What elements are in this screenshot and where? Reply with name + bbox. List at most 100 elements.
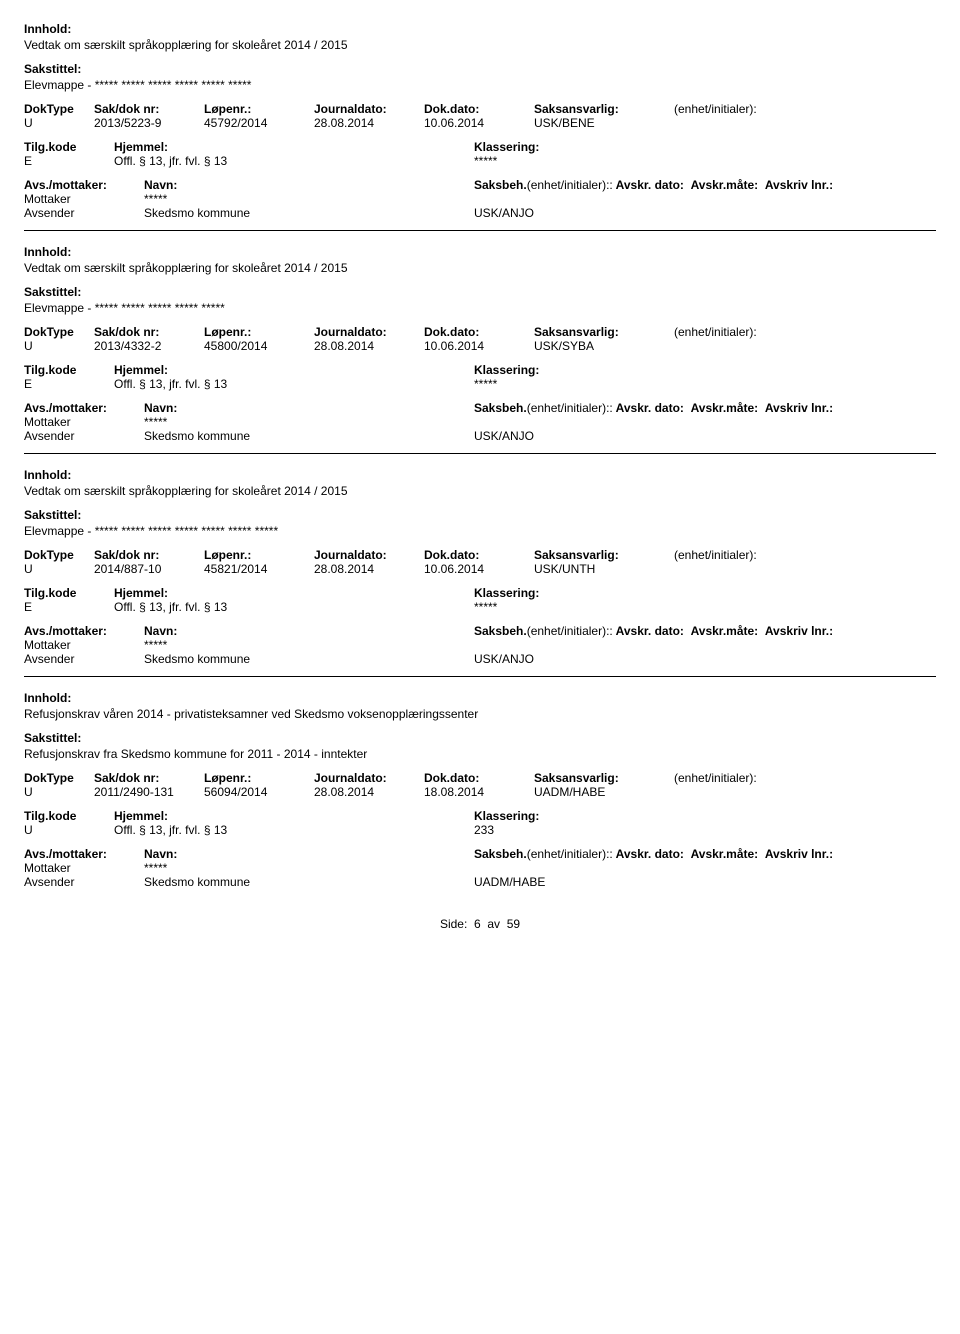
- journal-record: Innhold: Refusjonskrav våren 2014 - priv…: [24, 691, 936, 889]
- klassering-value: 233: [474, 823, 674, 837]
- avsender-label: Avsender: [24, 652, 144, 666]
- mottaker-kode: [474, 638, 734, 652]
- doktype-value: U: [24, 562, 94, 576]
- journal-record: Innhold: Vedtak om særskilt språkopplæri…: [24, 468, 936, 666]
- lopenr-value: 56094/2014: [204, 785, 314, 799]
- doktype-label: DokType: [24, 771, 94, 785]
- sakstittel-label: Sakstittel:: [24, 285, 936, 299]
- doktype-label: DokType: [24, 325, 94, 339]
- klassering-label: Klassering:: [474, 363, 674, 377]
- sakstittel-label: Sakstittel:: [24, 508, 936, 522]
- enhetinit-value: [674, 562, 824, 576]
- innhold-text: Vedtak om særskilt språkopplæring for sk…: [24, 261, 936, 275]
- journaldato-value: 28.08.2014: [314, 339, 424, 353]
- hjemmel-label: Hjemmel:: [114, 809, 474, 823]
- sakstittel-text: Refusjonskrav fra Skedsmo kommune for 20…: [24, 747, 936, 761]
- klassering-label: Klassering:: [474, 586, 674, 600]
- hjemmel-label: Hjemmel:: [114, 363, 474, 377]
- record-divider: [24, 453, 936, 454]
- hjemmel-label: Hjemmel:: [114, 140, 474, 154]
- sakdok-value: 2013/4332-2: [94, 339, 204, 353]
- dokdato-label: Dok.dato:: [424, 771, 534, 785]
- dokdato-value: 10.06.2014: [424, 116, 534, 130]
- sakdok-value: 2014/887-10: [94, 562, 204, 576]
- enhetinit-label: (enhet/initialer):: [674, 102, 824, 116]
- hjemmel-value: Offl. § 13, jfr. fvl. § 13: [114, 823, 474, 837]
- footer-page: 6: [474, 917, 481, 931]
- avsmottaker-label: Avs./mottaker:: [24, 401, 144, 415]
- innhold-label: Innhold:: [24, 691, 936, 705]
- sakstittel-text: Elevmappe - ***** ***** ***** ***** ****…: [24, 78, 936, 92]
- navn-label: Navn:: [144, 624, 474, 638]
- journaldato-value: 28.08.2014: [314, 785, 424, 799]
- avsender-kode: USK/ANJO: [474, 206, 734, 220]
- enhetinit-label: (enhet/initialer):: [674, 771, 824, 785]
- avsmottaker-label: Avs./mottaker:: [24, 178, 144, 192]
- lopenr-label: Løpenr.:: [204, 325, 314, 339]
- mottaker-label: Mottaker: [24, 638, 144, 652]
- mottaker-kode: [474, 192, 734, 206]
- mottaker-navn: *****: [144, 638, 474, 652]
- lopenr-value: 45821/2014: [204, 562, 314, 576]
- saksbeh-row-label: Saksbeh.(enhet/initialer):: Avskr. dato:…: [474, 178, 844, 192]
- journal-record: Innhold: Vedtak om særskilt språkopplæri…: [24, 22, 936, 220]
- tilgkode-value: E: [24, 600, 114, 614]
- saksbeh-row-label: Saksbeh.(enhet/initialer):: Avskr. dato:…: [474, 847, 844, 861]
- mottaker-navn: *****: [144, 861, 474, 875]
- mottaker-label: Mottaker: [24, 415, 144, 429]
- innhold-label: Innhold:: [24, 245, 936, 259]
- saksansvarlig-label: Saksansvarlig:: [534, 325, 674, 339]
- mottaker-navn: *****: [144, 192, 474, 206]
- journaldato-label: Journaldato:: [314, 771, 424, 785]
- footer-total: 59: [507, 917, 520, 931]
- mottaker-kode: [474, 415, 734, 429]
- hjemmel-value: Offl. § 13, jfr. fvl. § 13: [114, 600, 474, 614]
- sakdok-label: Sak/dok nr:: [94, 548, 204, 562]
- navn-label: Navn:: [144, 847, 474, 861]
- sakdok-value: 2013/5223-9: [94, 116, 204, 130]
- sakstittel-label: Sakstittel:: [24, 62, 936, 76]
- sakdok-label: Sak/dok nr:: [94, 325, 204, 339]
- avsender-label: Avsender: [24, 875, 144, 889]
- enhetinit-label: (enhet/initialer):: [674, 325, 824, 339]
- doktype-label: DokType: [24, 102, 94, 116]
- avsender-label: Avsender: [24, 429, 144, 443]
- dokdato-label: Dok.dato:: [424, 548, 534, 562]
- klassering-value: *****: [474, 377, 674, 391]
- avsmottaker-label: Avs./mottaker:: [24, 624, 144, 638]
- innhold-text: Vedtak om særskilt språkopplæring for sk…: [24, 484, 936, 498]
- saksbeh-row-label: Saksbeh.(enhet/initialer):: Avskr. dato:…: [474, 401, 844, 415]
- avsender-navn: Skedsmo kommune: [144, 875, 474, 889]
- doktype-label: DokType: [24, 548, 94, 562]
- navn-label: Navn:: [144, 178, 474, 192]
- enhetinit-value: [674, 339, 824, 353]
- sakstittel-text: Elevmappe - ***** ***** ***** ***** ****…: [24, 301, 936, 315]
- doktype-value: U: [24, 785, 94, 799]
- klassering-label: Klassering:: [474, 809, 674, 823]
- journal-record: Innhold: Vedtak om særskilt språkopplæri…: [24, 245, 936, 443]
- enhetinit-value: [674, 785, 824, 799]
- sakstittel-label: Sakstittel:: [24, 731, 936, 745]
- mottaker-navn: *****: [144, 415, 474, 429]
- dokdato-label: Dok.dato:: [424, 325, 534, 339]
- tilgkode-label: Tilg.kode: [24, 363, 114, 377]
- footer-side-label: Side:: [440, 917, 467, 931]
- sakdok-value: 2011/2490-131: [94, 785, 204, 799]
- klassering-value: *****: [474, 600, 674, 614]
- page-footer: Side: 6 av 59: [24, 917, 936, 931]
- hjemmel-label: Hjemmel:: [114, 586, 474, 600]
- journaldato-label: Journaldato:: [314, 325, 424, 339]
- hjemmel-value: Offl. § 13, jfr. fvl. § 13: [114, 377, 474, 391]
- journaldato-label: Journaldato:: [314, 102, 424, 116]
- avsender-navn: Skedsmo kommune: [144, 206, 474, 220]
- innhold-label: Innhold:: [24, 22, 936, 36]
- journaldato-label: Journaldato:: [314, 548, 424, 562]
- navn-label: Navn:: [144, 401, 474, 415]
- saksansvarlig-value: USK/BENE: [534, 116, 674, 130]
- innhold-text: Refusjonskrav våren 2014 - privatisteksa…: [24, 707, 936, 721]
- lopenr-value: 45800/2014: [204, 339, 314, 353]
- avsender-kode: USK/ANJO: [474, 429, 734, 443]
- record-divider: [24, 676, 936, 677]
- dokdato-label: Dok.dato:: [424, 102, 534, 116]
- tilgkode-value: E: [24, 154, 114, 168]
